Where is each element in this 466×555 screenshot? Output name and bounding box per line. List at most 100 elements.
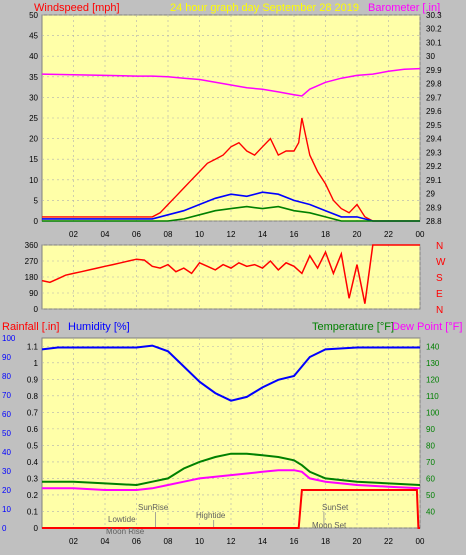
wind-avg-line [42, 191, 420, 222]
y-left-tick-label: 50 [29, 11, 38, 20]
y-right-tick-label: 29.9 [426, 66, 442, 75]
y-rain-tick-label: 0.1 [27, 507, 39, 516]
y-temp-tick-label: 110 [426, 392, 439, 401]
y-right-tick-label: 30.3 [426, 11, 442, 20]
y-left-tick-label: 5 [34, 196, 39, 205]
x-tick-label: 12 [227, 537, 236, 546]
climate-series [41, 344, 421, 529]
dewpoint-label: Dew Point [°F] [392, 321, 462, 333]
y-humidity-tick-label: 50 [2, 429, 11, 438]
x-tick-label: 10 [195, 537, 204, 546]
climate-axis-ticks: 02 04 06 08 10 12 14 16 18 20 22 000102030405060708… [2, 334, 440, 546]
x-tick-label: 22 [384, 537, 393, 546]
y-humidity-tick-label: 90 [2, 353, 11, 362]
sunset-label: SunSet [322, 503, 349, 512]
direction-grid [42, 244, 421, 310]
y-temp-tick-label: 70 [426, 458, 435, 467]
y-tick-label: 0 [34, 305, 39, 314]
y-temp-tick-label: 60 [426, 474, 435, 483]
x-tick-label: 18 [321, 537, 330, 546]
direction-axis-ticks: 0 90 180 270 360 [25, 241, 39, 314]
lowtide-label: Lowtide [108, 515, 136, 524]
dewpoint-line [42, 469, 421, 491]
y-left-tick-label: 25 [29, 114, 38, 123]
y-rain-tick-label: 0.9 [27, 375, 39, 384]
barometer-label: Barometer [.in] [368, 2, 440, 14]
x-tick-label: 20 [353, 537, 362, 546]
y-left-tick-label: 40 [29, 52, 38, 61]
compass-label: W [436, 257, 446, 268]
x-tick-label: 20 [353, 230, 362, 239]
y-right-tick-label: 29.5 [426, 121, 442, 130]
y-temp-tick-label: 100 [426, 408, 440, 417]
y-temp-tick-label: 120 [426, 375, 440, 384]
y-right-tick-label: 28.9 [426, 203, 442, 212]
y-left-tick-label: 15 [29, 155, 38, 164]
y-left-tick-label: 20 [29, 135, 38, 144]
x-tick-label: 14 [258, 537, 267, 546]
x-tick-label: 16 [290, 230, 299, 239]
y-temp-tick-label: 80 [426, 441, 435, 450]
y-humidity-tick-label: 10 [2, 505, 11, 514]
y-temp-tick-label: 140 [426, 342, 440, 351]
y-right-tick-label: 29 [426, 190, 435, 199]
sunrise-label: SunRise [138, 503, 169, 512]
x-tick-label: 04 [101, 537, 110, 546]
wind-gust-line [42, 117, 420, 222]
y-right-tick-label: 29.1 [426, 176, 442, 185]
hightide-label: Hightide [196, 511, 226, 520]
y-humidity-tick-label: 80 [2, 372, 11, 381]
x-tick-label: 18 [321, 230, 330, 239]
y-right-tick-label: 29.8 [426, 80, 442, 89]
y-humidity-tick-label: 60 [2, 410, 11, 419]
y-humidity-tick-label: 70 [2, 391, 11, 400]
x-tick-label: 00 [416, 537, 425, 546]
humidity-label: Humidity [%] [68, 321, 130, 333]
moonrise-label: Moon Rise [106, 527, 145, 536]
y-humidity-tick-label: 30 [2, 467, 11, 476]
x-tick-label: 06 [132, 537, 141, 546]
compass-label: N [436, 241, 443, 252]
direction-series [41, 244, 420, 304]
y-temp-tick-label: 90 [426, 425, 435, 434]
y-left-tick-label: 10 [29, 176, 38, 185]
x-tick-label: 08 [164, 537, 173, 546]
humidity-line [41, 344, 420, 402]
x-tick-label: 14 [258, 230, 267, 239]
compass-label: N [436, 305, 443, 316]
y-right-tick-label: 30.2 [426, 25, 442, 34]
y-rain-tick-label: 0.6 [27, 425, 39, 434]
x-tick-label: 08 [164, 230, 173, 239]
y-rain-tick-label: 0.8 [27, 392, 39, 401]
x-tick-label: 04 [101, 230, 110, 239]
y-right-tick-label: 30.1 [426, 38, 442, 47]
y-right-tick-label: 29.6 [426, 107, 442, 116]
y-temp-tick-label: 50 [426, 491, 435, 500]
y-humidity-tick-label: 40 [2, 448, 11, 457]
x-tick-label: 16 [290, 537, 299, 546]
x-tick-label: 22 [384, 230, 393, 239]
y-left-tick-label: 0 [34, 217, 39, 226]
y-right-tick-label: 29.7 [426, 93, 442, 102]
wind-low-line [42, 205, 420, 222]
y-tick-label: 90 [29, 289, 38, 298]
y-rain-tick-label: 1.1 [27, 342, 39, 351]
y-rain-tick-label: 0.7 [27, 408, 39, 417]
y-rain-tick-label: 0 [34, 524, 39, 533]
y-rain-tick-label: 0.4 [27, 458, 39, 467]
y-rain-tick-label: 0.2 [27, 491, 39, 500]
y-right-tick-label: 30 [426, 52, 435, 61]
rainfall-line [42, 489, 420, 529]
x-tick-label: 02 [69, 230, 78, 239]
barometer-line [41, 67, 421, 97]
y-rain-tick-label: 0.5 [27, 441, 39, 450]
y-humidity-tick-label: 20 [2, 486, 11, 495]
y-tick-label: 180 [25, 273, 39, 282]
y-temp-tick-label: 130 [426, 359, 440, 368]
x-tick-label: 00 [416, 230, 425, 239]
y-rain-tick-label: 0.3 [27, 474, 39, 483]
wind-series [41, 67, 421, 222]
x-tick-label: 06 [132, 230, 141, 239]
y-humidity-tick-label: 0 [2, 524, 7, 533]
